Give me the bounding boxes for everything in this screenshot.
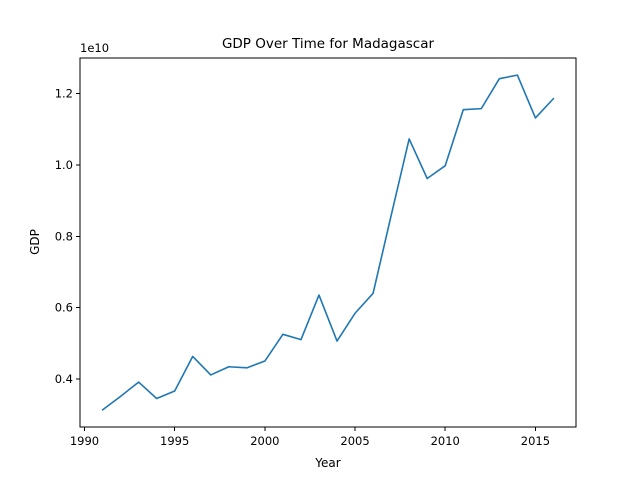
x-tick-label: 1995 [160, 434, 189, 448]
x-axis-ticks: 1990 1995 2000 2005 2010 2015 [70, 427, 550, 448]
x-tick-label: 2010 [431, 434, 460, 448]
y-axis-ticks: 0.4 0.6 0.8 1.0 1.2 [55, 87, 80, 386]
y-tick-label: 1.2 [55, 87, 73, 101]
x-axis-label: Year [314, 456, 340, 470]
y-axis-offset-label: 1e10 [80, 41, 109, 55]
x-tick-label: 2005 [340, 434, 369, 448]
plot-frame [79, 57, 577, 428]
x-tick-label: 2000 [250, 434, 279, 448]
chart-title: GDP Over Time for Madagascar [222, 36, 435, 52]
y-tick-label: 0.8 [55, 229, 73, 243]
y-tick-label: 0.6 [55, 301, 73, 315]
y-tick-label: 1.0 [55, 158, 73, 172]
y-axis-label: GDP [28, 229, 42, 255]
gdp-series-line [101, 74, 555, 411]
plot-area [79, 57, 577, 428]
series-layer [101, 74, 555, 411]
y-tick-label: 0.4 [55, 372, 73, 386]
x-tick-label: 2015 [521, 434, 550, 448]
x-tick-label: 1990 [70, 434, 99, 448]
